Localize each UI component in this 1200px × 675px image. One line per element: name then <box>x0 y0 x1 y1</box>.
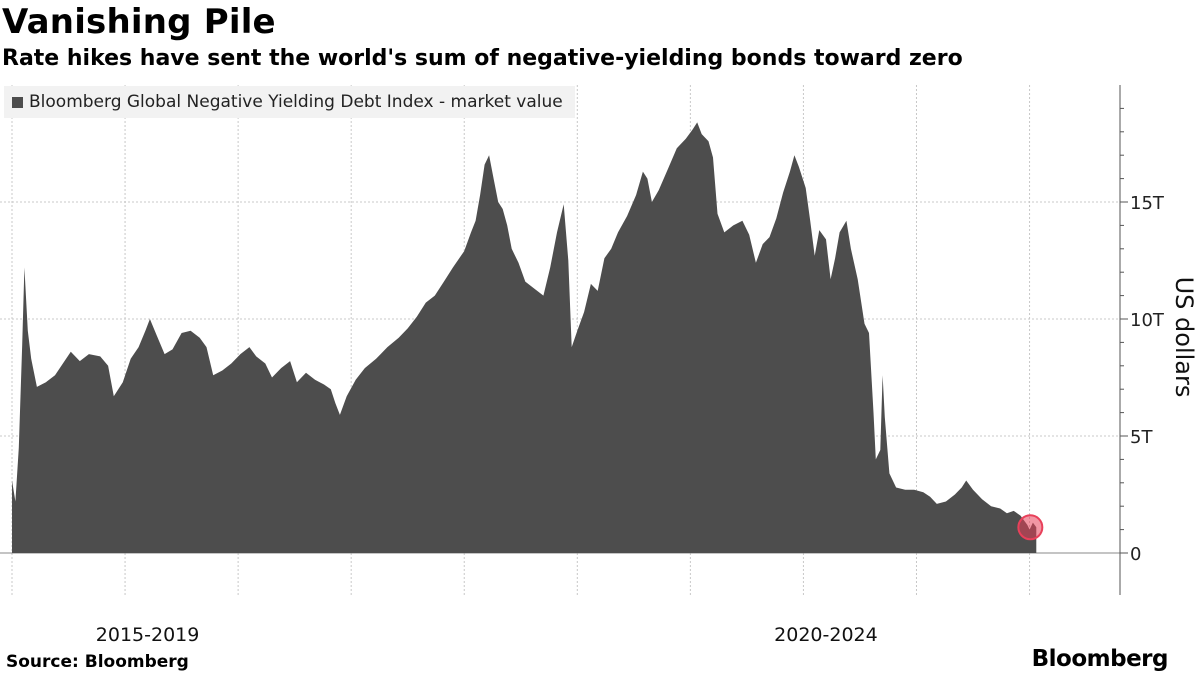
brand-logo-text: Bloomberg <box>1031 646 1169 672</box>
latest-value-marker <box>1017 514 1044 541</box>
x-axis: 2015-2019 2020-2024 <box>96 624 878 646</box>
y-tick-label: 15T <box>1130 193 1165 214</box>
y-tick-label: 10T <box>1130 310 1165 331</box>
chart-title: Vanishing Pile <box>2 2 276 42</box>
legend-swatch <box>12 96 23 108</box>
y-axis-label: US dollars <box>1170 277 1198 398</box>
source-note: Source: Bloomberg <box>6 652 189 672</box>
series-area <box>12 122 1037 554</box>
y-tick-label: 5T <box>1130 427 1153 448</box>
y-tick-label: 0 <box>1130 544 1141 565</box>
x-period-label: 2020-2024 <box>774 624 878 646</box>
x-period-label: 2015-2019 <box>96 624 200 646</box>
chart-subtitle: Rate hikes have sent the world's sum of … <box>2 46 963 71</box>
y-axis: 0 5T 10T 15T <box>1119 85 1165 595</box>
legend: Bloomberg Global Negative Yielding Debt … <box>4 86 575 118</box>
legend-label: Bloomberg Global Negative Yielding Debt … <box>29 92 563 112</box>
